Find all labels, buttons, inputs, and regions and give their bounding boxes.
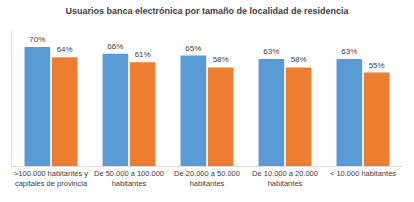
svg-text:65%: 65%: [185, 44, 201, 53]
svg-text:61%: 61%: [135, 50, 151, 59]
svg-text:64%: 64%: [57, 45, 73, 54]
svg-text:>100.000 habitantes ycapitales: >100.000 habitantes ycapitales de provin…: [14, 169, 88, 188]
svg-text:De 20.000 a 50.000habitantes: De 20.000 a 50.000habitantes: [174, 169, 240, 188]
svg-text:Usuarios banca electrónica por: Usuarios banca electrónica por tamaño de…: [65, 6, 349, 16]
svg-text:< 10.000 habitantes: < 10.000 habitantes: [330, 169, 396, 178]
svg-text:58%: 58%: [213, 55, 229, 64]
svg-text:55%: 55%: [369, 61, 385, 70]
svg-text:70%: 70%: [29, 35, 45, 44]
svg-text:66%: 66%: [107, 42, 123, 51]
svg-text:De 50.000 a 100.000habitantes: De 50.000 a 100.000habitantes: [94, 169, 164, 188]
svg-text:De 10.000 a 20.000habitantes: De 10.000 a 20.000habitantes: [252, 169, 318, 188]
svg-text:63%: 63%: [341, 47, 357, 56]
svg-text:58%: 58%: [291, 55, 307, 64]
svg-text:63%: 63%: [263, 47, 279, 56]
